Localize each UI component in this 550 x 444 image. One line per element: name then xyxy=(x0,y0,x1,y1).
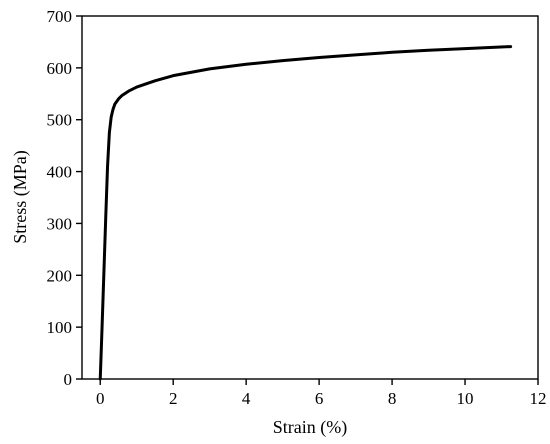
x-tick-label: 8 xyxy=(388,389,397,408)
y-tick-label: 400 xyxy=(47,163,73,182)
x-tick-label: 10 xyxy=(457,389,474,408)
y-tick-label: 700 xyxy=(47,7,73,26)
x-tick-label: 4 xyxy=(242,389,251,408)
x-tick-label: 12 xyxy=(530,389,547,408)
series-line xyxy=(98,45,513,381)
y-tick-label: 200 xyxy=(47,266,73,285)
ticks-layer: 0 2 4 6 8 10 12 0 100 200 300 400 500 600 700 xyxy=(47,7,547,408)
y-tick-label: 600 xyxy=(47,59,73,78)
y-axis-title: Stress (MPa) xyxy=(10,150,31,244)
x-tick-label: 6 xyxy=(315,389,324,408)
y-tick-label: 100 xyxy=(47,318,73,337)
axes-frame xyxy=(81,15,539,380)
y-tick-label: 300 xyxy=(47,214,73,233)
x-tick-label: 2 xyxy=(169,389,178,408)
y-tick-label: 0 xyxy=(64,370,73,389)
x-axis-title: Strain (%) xyxy=(273,417,347,438)
x-tick-label: 0 xyxy=(96,389,105,408)
y-tick-label: 500 xyxy=(47,111,73,130)
